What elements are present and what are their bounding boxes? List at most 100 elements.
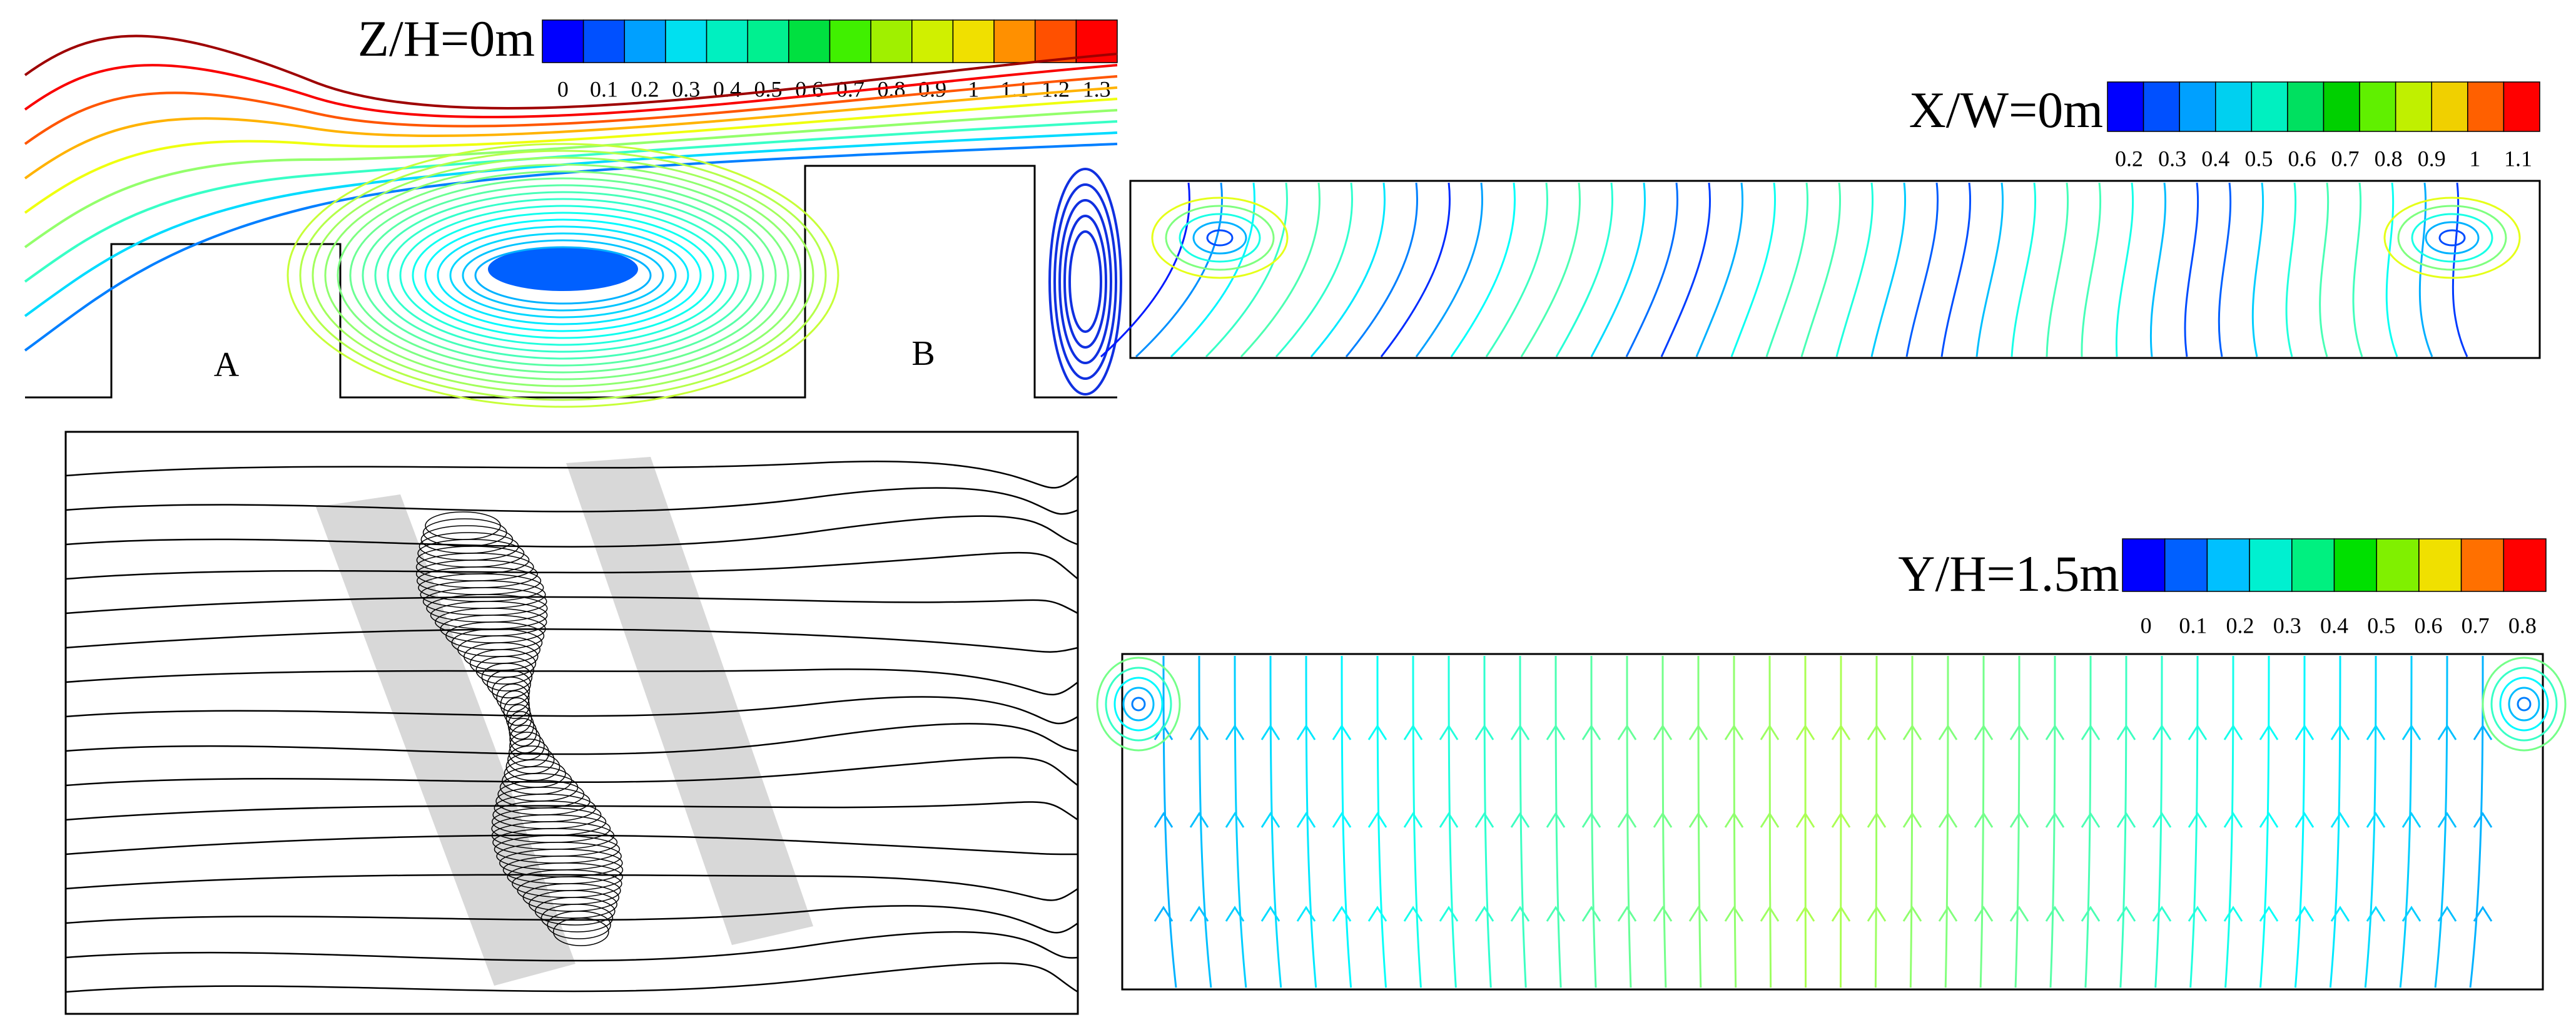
streamline — [2251, 182, 2264, 357]
streamline — [1332, 906, 1352, 922]
colorbar-swatch — [2215, 81, 2253, 132]
streamline — [1905, 182, 1939, 357]
streamline — [1296, 812, 1316, 828]
streamline — [1625, 182, 1679, 357]
streamline — [1831, 906, 1851, 922]
streamline — [65, 461, 1078, 489]
panel-y: Y/H=1.5m 0 0.1 0.2 0.3 0.4 0.5 0.6 0.7 0.8 — [1096, 538, 2567, 991]
streamline — [1058, 199, 1112, 364]
streamline — [24, 143, 1118, 352]
streamline — [65, 551, 1078, 580]
streamline — [1345, 182, 1418, 357]
streamline — [534, 897, 616, 926]
streamline — [1581, 812, 1601, 828]
streamline — [509, 725, 541, 754]
building-outline — [25, 165, 1117, 399]
streamline — [1870, 182, 1907, 357]
streamline — [1835, 182, 1874, 357]
streamline — [2149, 182, 2167, 357]
streamline — [1415, 182, 1484, 357]
colorbar-swatch — [2503, 538, 2547, 592]
streamline — [349, 177, 777, 374]
streamline — [2366, 812, 2386, 828]
streamline — [2383, 197, 2521, 279]
streamline — [1100, 182, 1190, 358]
streamline — [2081, 724, 2101, 740]
streamline — [492, 677, 530, 705]
streamline — [2116, 906, 2136, 922]
streamline — [1617, 906, 1637, 922]
streamline — [2081, 182, 2102, 357]
streamline — [1474, 812, 1494, 828]
streamline — [500, 690, 530, 719]
streamline — [65, 596, 1078, 615]
streamline — [1909, 655, 1914, 988]
colorbar-tick-label: 0.5 — [2244, 146, 2273, 171]
streamline — [1867, 812, 1887, 828]
streamline — [24, 109, 1118, 248]
streamline — [1581, 724, 1601, 740]
colorbar-swatch — [2359, 81, 2396, 132]
streamline — [1546, 812, 1566, 828]
colorbar-swatch — [829, 19, 871, 63]
streamline — [2188, 812, 2208, 828]
streamline — [65, 628, 1078, 653]
streamline — [1240, 182, 1321, 358]
streamline — [1867, 906, 1887, 922]
colorbar-swatch — [911, 19, 954, 63]
streamline — [1450, 182, 1516, 357]
streamline — [24, 34, 1118, 110]
colorbar-swatch — [2333, 538, 2377, 592]
streamline — [1590, 182, 1646, 357]
streamline — [1760, 812, 1780, 828]
colorbar-tick-label: 0 — [2141, 613, 2152, 638]
streamline — [2473, 906, 2493, 922]
building-label: A — [214, 345, 240, 384]
colorbar-tick-label: 0.9 — [918, 76, 946, 101]
streamline — [1053, 183, 1117, 380]
streamline — [1225, 812, 1245, 828]
colorbar-tick-label: 0.9 — [2418, 146, 2446, 171]
streamline — [1310, 182, 1386, 357]
streamline — [24, 86, 1118, 180]
streamline — [1760, 906, 1780, 922]
streamline — [2218, 182, 2232, 357]
streamline — [1688, 812, 1708, 828]
streamline — [1938, 812, 1958, 828]
streamline — [1225, 724, 1245, 740]
streamline — [2366, 906, 2386, 922]
streamline — [2319, 182, 2330, 357]
streamline — [2401, 906, 2421, 922]
streamline — [1403, 906, 1423, 922]
streamline — [1975, 182, 2004, 357]
streamline — [1617, 724, 1637, 740]
streamline — [1695, 182, 1744, 357]
streamline — [1367, 724, 1387, 740]
streamline — [24, 75, 1118, 145]
streamline — [2401, 812, 2421, 828]
streamline — [2184, 182, 2199, 357]
colorbar-swatch — [2122, 538, 2166, 592]
streamline — [1113, 677, 1164, 732]
colorbar-swatch — [2418, 538, 2462, 592]
streamline — [2188, 724, 2208, 740]
streamline — [1439, 906, 1459, 922]
colorbar-tick-label: 0.1 — [2179, 613, 2207, 638]
streamline — [1510, 812, 1530, 828]
streamline — [475, 656, 534, 685]
streamline — [2115, 182, 2134, 357]
colorbar-tick-label: 1.1 — [2504, 146, 2532, 171]
colorbar-tick-label: 1.1 — [1000, 76, 1028, 101]
colorbar-tick-label: 0.4 — [2201, 146, 2229, 171]
streamline — [1122, 687, 1155, 722]
streamline — [2499, 677, 2549, 732]
streamline — [1590, 655, 1597, 988]
streamline — [65, 874, 1078, 901]
colorbar-tick-label: 0.8 — [2508, 613, 2537, 638]
colorbar-tick-label: 0.2 — [2115, 146, 2143, 171]
streamline — [2473, 812, 2493, 828]
streamline — [2425, 221, 2480, 255]
colorbar-swatch — [993, 19, 1036, 63]
colorbar-swatch — [1034, 19, 1077, 63]
panel-title: Z/H=0m — [358, 10, 535, 67]
